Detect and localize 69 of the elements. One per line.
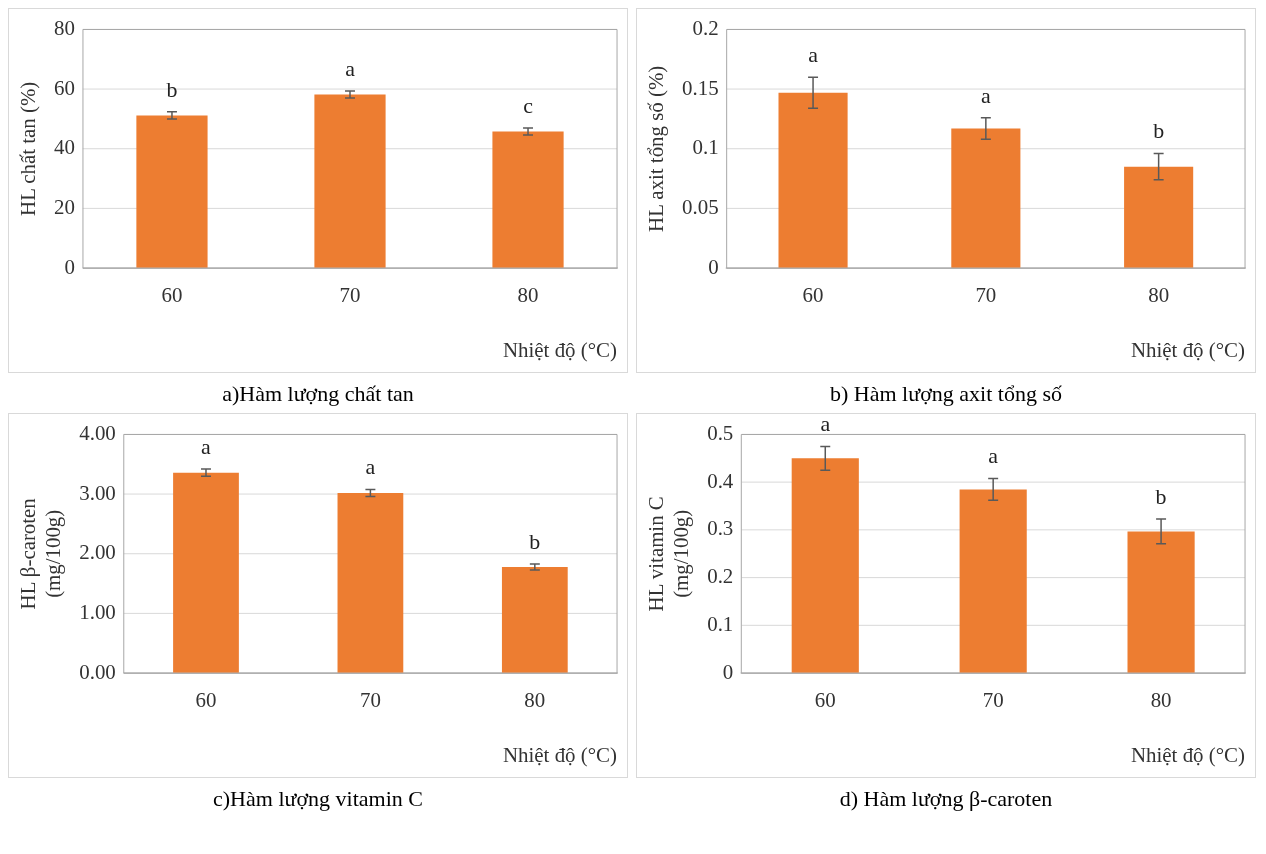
- x-axis-title: Nhiệt độ (°C): [502, 743, 618, 767]
- x-axis-title: Nhiệt độ (°C): [1130, 338, 1246, 362]
- data-label: b: [1155, 483, 1167, 509]
- data-label: a: [345, 55, 356, 81]
- data-label: b: [529, 528, 541, 554]
- y-tick-label: 0.2: [692, 15, 719, 40]
- bar: [951, 128, 1021, 268]
- bar: [136, 115, 208, 268]
- bar: [314, 94, 386, 268]
- data-label: b: [1153, 118, 1165, 144]
- bar: [791, 458, 859, 673]
- y-tick-label: 0.5: [707, 420, 734, 445]
- data-label: a: [365, 454, 376, 480]
- y-axis-title: HL chất tan (%): [16, 81, 41, 216]
- data-label: b: [166, 76, 178, 102]
- bar: [337, 492, 404, 673]
- y-axis-title: HL axit tổng số (%): [644, 65, 669, 232]
- x-tick-label: 60: [161, 283, 183, 308]
- x-tick-label: 70: [975, 283, 997, 308]
- x-tick-label: 60: [802, 283, 824, 308]
- y-tick-label: 0.05: [682, 195, 719, 219]
- bar: [492, 131, 564, 268]
- bar: [1124, 166, 1194, 268]
- data-label: a: [820, 411, 831, 437]
- x-tick-label: 70: [982, 688, 1004, 713]
- y-tick-label: 0: [722, 659, 734, 684]
- y-tick-label: 80: [54, 15, 75, 40]
- y-tick-label: 2.00: [79, 540, 116, 565]
- bar: [501, 566, 568, 673]
- x-tick-label: 80: [1150, 688, 1172, 713]
- y-tick-label: 0.3: [707, 516, 734, 541]
- y-tick-label: 1.00: [79, 600, 116, 624]
- y-axis-title: HL β-caroten (mg/100g): [16, 497, 66, 610]
- x-axis-title: Nhiệt độ (°C): [502, 338, 618, 362]
- text: d) Hàm lượng β-caroten: [838, 786, 1054, 812]
- bar: [959, 489, 1027, 673]
- data-label: a: [988, 443, 999, 469]
- y-tick-label: 4.00: [79, 420, 116, 445]
- y-tick-label: 0: [708, 254, 719, 279]
- text: b) Hàm lượng axit tổng số: [829, 381, 1063, 407]
- bar: [173, 472, 239, 673]
- x-axis-title: Nhiệt độ (°C): [1130, 743, 1246, 767]
- x-tick-label: 70: [339, 283, 361, 308]
- y-tick-label: 3.00: [79, 480, 116, 505]
- y-tick-label: 0: [64, 254, 75, 279]
- text: a)Hàm lượng chất tan: [221, 381, 415, 407]
- x-tick-label: 60: [814, 688, 836, 713]
- x-tick-label: 80: [517, 283, 539, 308]
- x-tick-label: 70: [359, 688, 381, 713]
- data-label: a: [980, 82, 991, 108]
- y-tick-label: 0.1: [692, 135, 719, 160]
- data-label: a: [201, 433, 212, 459]
- y-tick-label: 0.4: [707, 468, 734, 493]
- y-tick-label: 60: [54, 75, 75, 100]
- x-tick-label: 80: [1148, 283, 1170, 308]
- y-tick-label: 0.15: [682, 75, 719, 100]
- bar: [1127, 531, 1195, 673]
- data-label: c: [523, 92, 534, 118]
- y-tick-label: 0.2: [707, 564, 734, 589]
- y-tick-label: 40: [54, 135, 75, 160]
- text: c)Hàm lượng vitamin C: [212, 786, 424, 812]
- data-label: a: [808, 42, 819, 68]
- bar: [778, 92, 848, 268]
- y-tick-label: 0.1: [707, 611, 734, 636]
- y-tick-label: 0.00: [79, 659, 116, 684]
- x-tick-label: 60: [195, 688, 217, 713]
- x-tick-label: 80: [524, 688, 546, 713]
- y-axis-title: HL vitamin C (mg/100g): [644, 496, 694, 612]
- y-tick-label: 20: [54, 195, 75, 219]
